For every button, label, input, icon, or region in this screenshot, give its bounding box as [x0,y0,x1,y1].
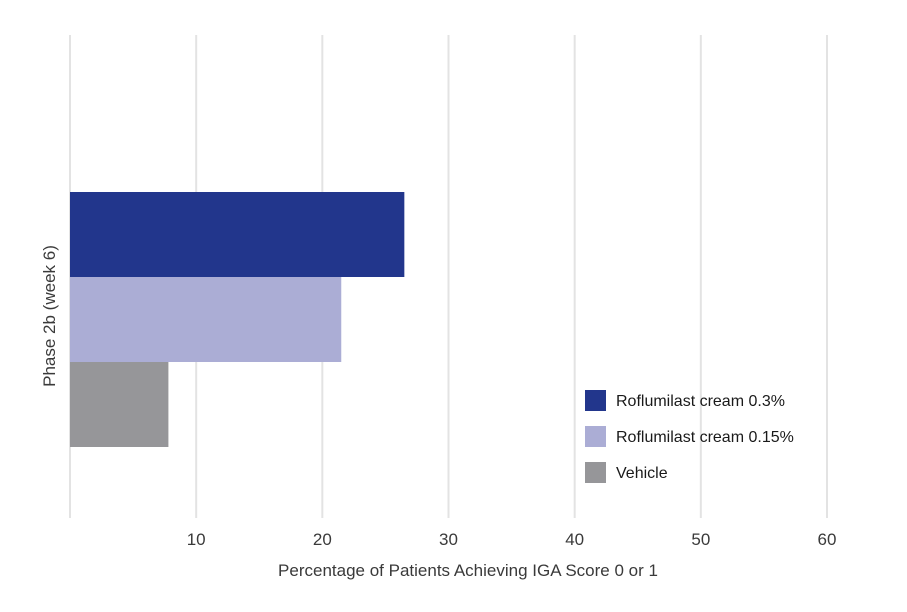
x-tick-label: 50 [691,530,710,549]
legend-label: Roflumilast cream 0.15% [616,429,794,446]
legend-label: Vehicle [616,465,668,482]
x-tick-label: 60 [818,530,837,549]
legend-swatch [585,462,606,483]
x-tick-label: 30 [439,530,458,549]
bar [70,192,405,277]
x-tick-label: 40 [565,530,584,549]
legend-swatch [585,390,606,411]
legend-label: Roflumilast cream 0.3% [616,393,785,410]
x-tick-label: 20 [313,530,332,549]
bar [70,362,169,447]
x-tick-labels: 10 20 30 40 50 60 [187,530,837,549]
bars [70,192,405,447]
legend-swatch [585,426,606,447]
category-label: Phase 2b (week 6) [40,245,59,387]
legend: Roflumilast cream 0.3% Roflumilast cream … [585,390,794,483]
bar [70,277,342,362]
x-tick-label: 10 [187,530,206,549]
x-axis-title: Percentage of Patients Achieving IGA Sco… [278,561,658,580]
